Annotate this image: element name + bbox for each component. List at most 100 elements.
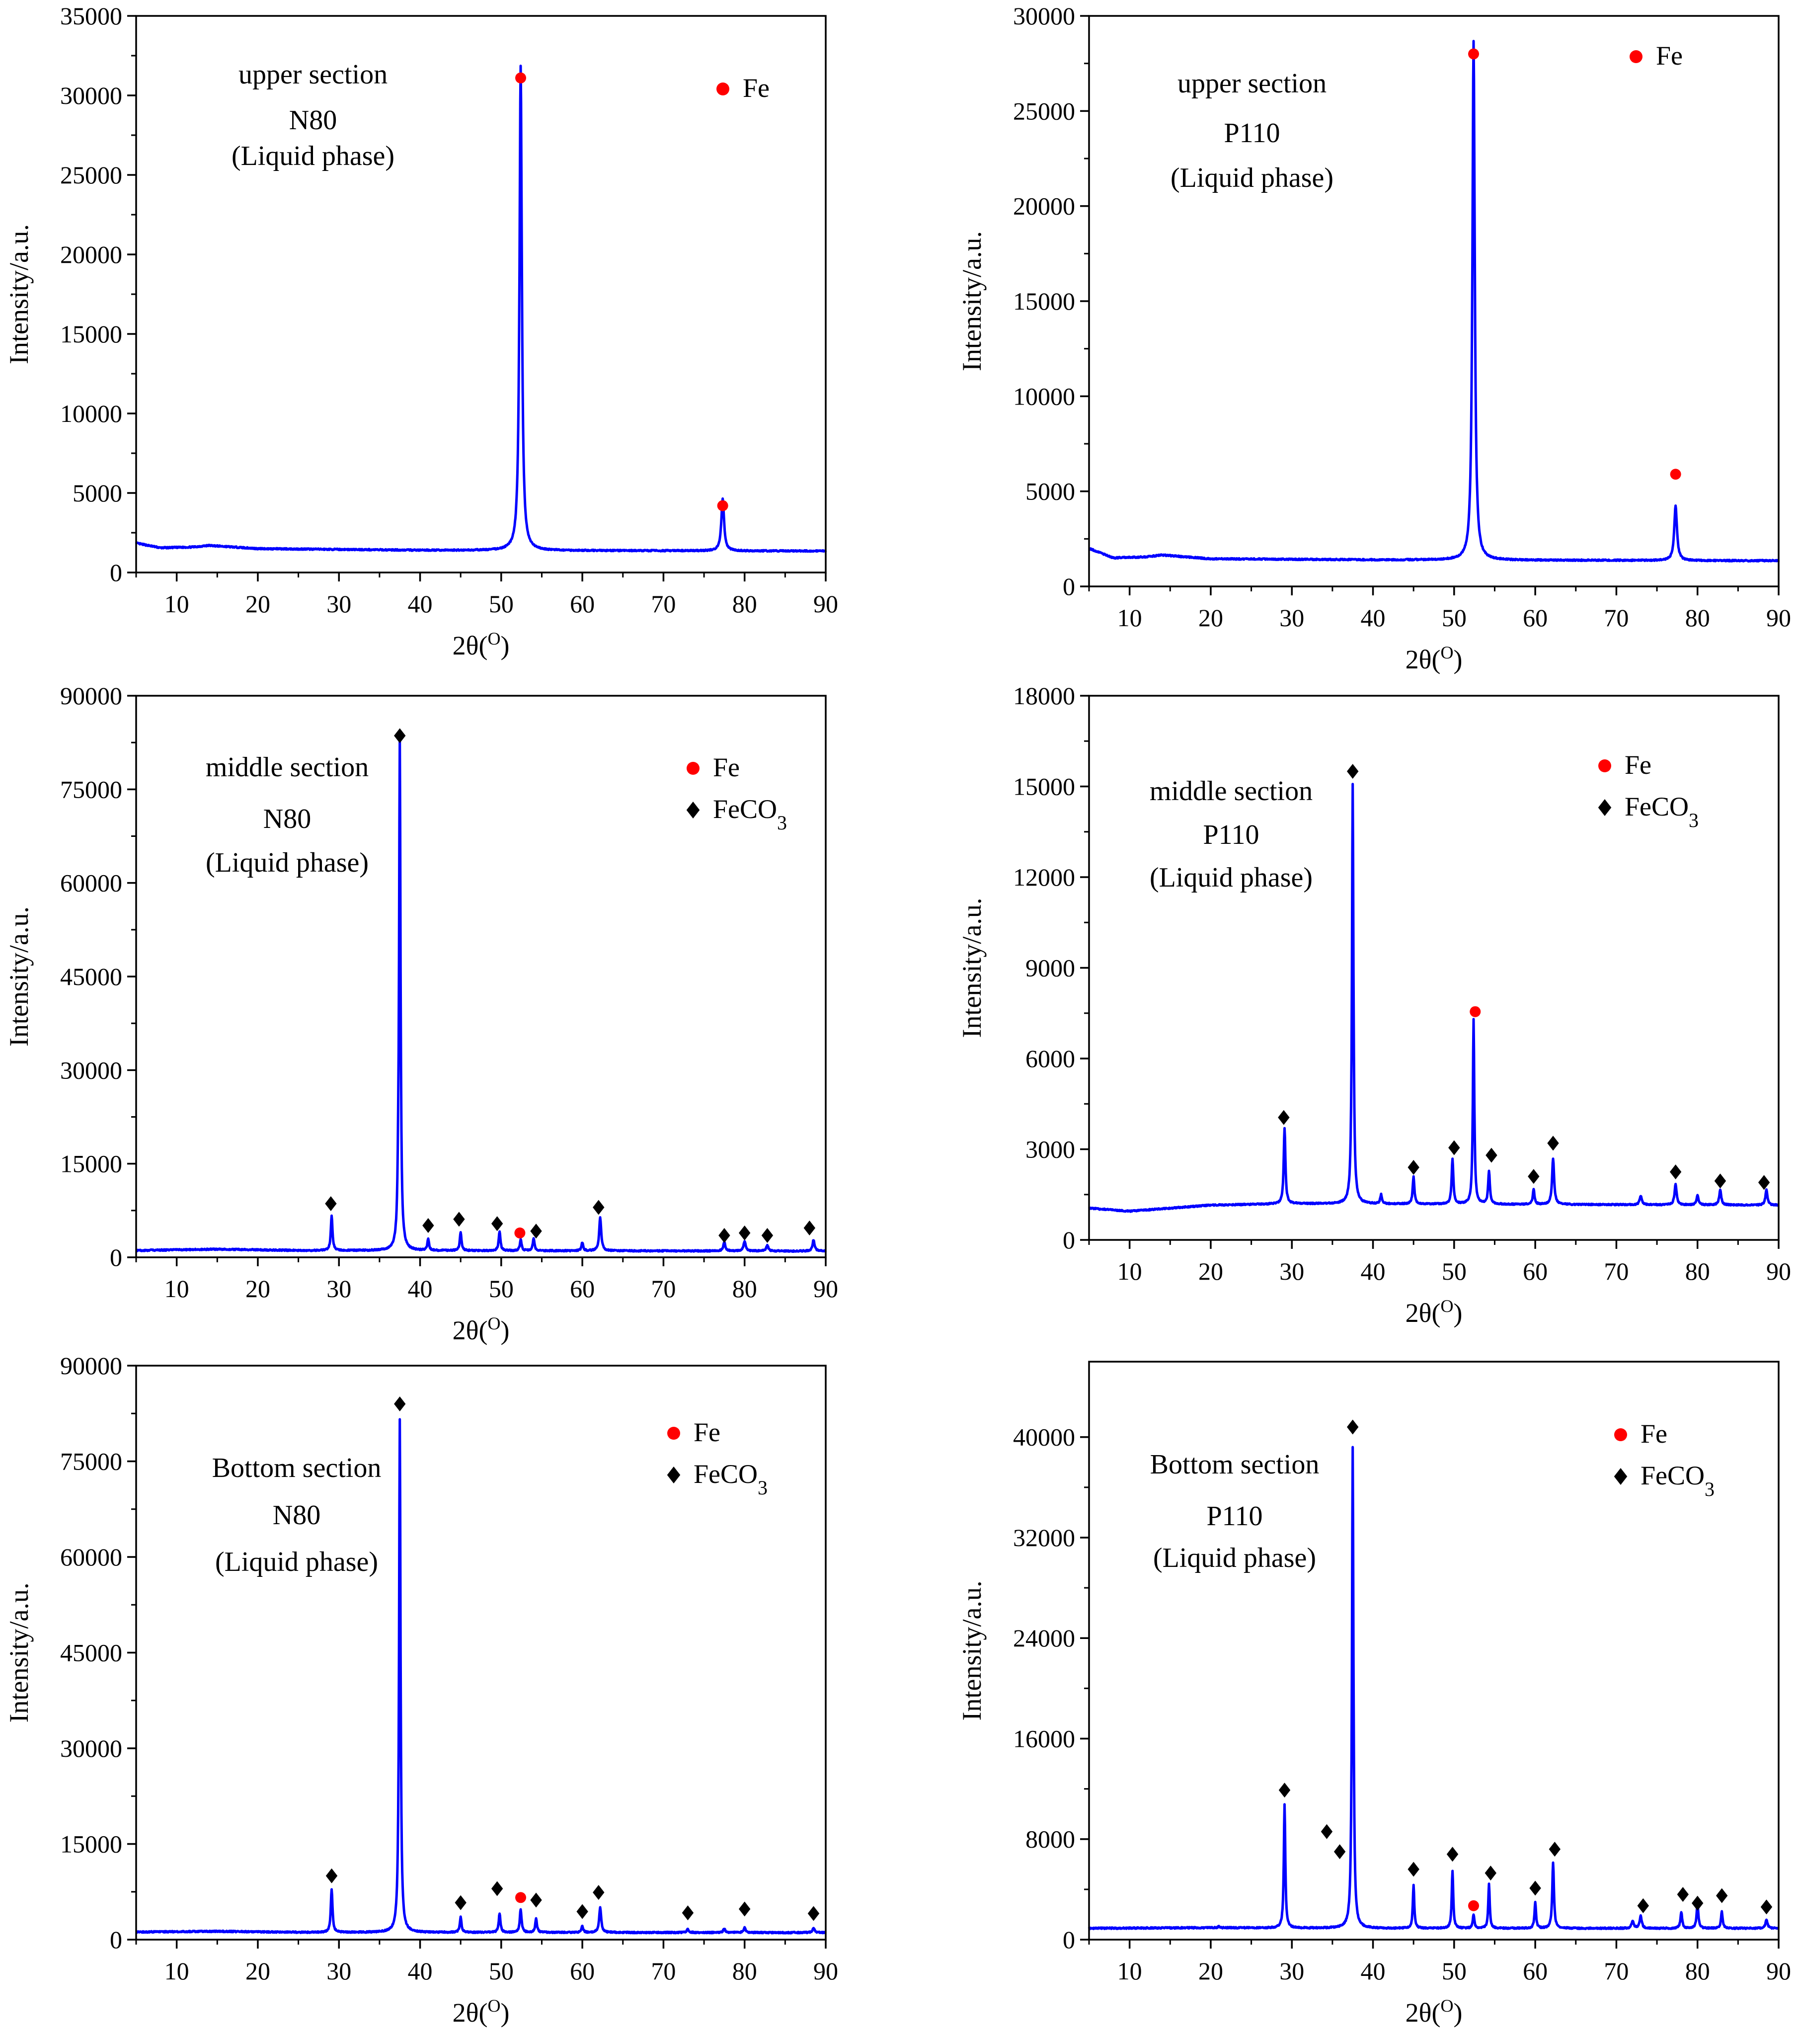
x-tick-label: 20 (1198, 1957, 1223, 1985)
y-tick-label: 30000 (60, 1056, 122, 1084)
x-tick-label: 30 (1279, 604, 1304, 632)
feco3-peak-marker (325, 1196, 337, 1212)
y-tick-label: 9000 (1025, 954, 1075, 982)
legend-label: FeCO3 (1641, 1461, 1715, 1500)
x-tick-label: 30 (326, 1957, 351, 1985)
annotation-text: N80 (289, 105, 337, 136)
annotation-text: N80 (263, 804, 311, 834)
fe-peak-marker (514, 1227, 526, 1239)
annotation-text: (Liquid phase) (232, 141, 394, 171)
y-tick-label: 60000 (60, 869, 122, 897)
x-tick-label: 60 (1523, 604, 1548, 632)
chart-panel-6: 10 20 30 40 50 60 70 80 90 0 8000 16000 24000 32000 40… (957, 1361, 1791, 2028)
legend-fe-dot (1614, 1428, 1627, 1441)
annotation-text: upper section (1177, 68, 1327, 99)
x-tick-label: 40 (408, 1957, 433, 1985)
fe-peak-marker (1670, 469, 1681, 480)
legend-feco3-diamond (686, 802, 700, 818)
x-tick-label: 30 (1279, 1957, 1304, 1985)
x-tick-label: 90 (1766, 1257, 1791, 1285)
feco3-peak-marker (1528, 1169, 1540, 1184)
x-tick-label: 60 (570, 1957, 595, 1985)
legend-label: Fe (713, 752, 740, 782)
x-tick-label: 60 (570, 590, 595, 618)
feco3-peak-marker (1669, 1164, 1682, 1180)
feco3-peak-marker (530, 1224, 542, 1239)
legend-fe-dot (1598, 759, 1611, 772)
y-tick-label: 20000 (1013, 192, 1075, 220)
y-tick-label: 0 (110, 1243, 122, 1271)
x-tick-label: 20 (1198, 1257, 1223, 1285)
x-tick-label: 70 (651, 1275, 676, 1303)
chart-panel-5: 10 20 30 40 50 60 70 80 90 0 15000 30000 45000 60000 7… (4, 1352, 838, 2028)
x-tick-label: 30 (1279, 1257, 1304, 1285)
feco3-peak-marker (1637, 1898, 1649, 1913)
feco3-peak-marker (739, 1226, 751, 1241)
annotation-text: middle section (1150, 776, 1313, 807)
x-tick-label: 40 (408, 590, 433, 618)
x-tick-label: 70 (1604, 1957, 1629, 1985)
y-tick-label: 90000 (60, 1352, 122, 1380)
annotation-text: (Liquid phase) (1171, 163, 1333, 193)
annotation-text: upper section (238, 59, 388, 90)
x-tick-label: 70 (1604, 604, 1629, 632)
annotation-text: Bottom section (212, 1453, 382, 1483)
x-axis-title: 2θ(O) (453, 629, 510, 660)
feco3-peak-marker (803, 1220, 816, 1235)
annotation-text: middle section (206, 752, 369, 783)
feco3-peak-marker (422, 1218, 434, 1233)
feco3-peak-marker (761, 1228, 774, 1243)
fe-peak-marker (1468, 1900, 1480, 1911)
feco3-peak-marker (593, 1885, 605, 1900)
feco3-peak-marker (1714, 1173, 1726, 1189)
y-tick-label: 0 (1063, 1226, 1075, 1254)
x-tick-label: 50 (489, 1275, 514, 1303)
fe-peak-marker (717, 500, 728, 511)
annotation-text: P110 (1203, 819, 1259, 850)
x-tick-label: 50 (489, 1957, 514, 1985)
feco3-peak-marker (1549, 1841, 1561, 1857)
x-tick-label: 80 (732, 1957, 757, 1985)
y-tick-label: 30000 (60, 82, 122, 109)
x-tick-label: 50 (1442, 1257, 1467, 1285)
x-tick-label: 90 (813, 590, 838, 618)
x-tick-label: 10 (164, 1957, 189, 1985)
y-tick-label: 12000 (1013, 863, 1075, 891)
x-axis-title: 2θ(O) (1406, 643, 1463, 674)
x-tick-label: 70 (1604, 1257, 1629, 1285)
x-tick-label: 90 (1766, 604, 1791, 632)
x-tick-label: 80 (732, 590, 757, 618)
legend-feco3-diamond (1614, 1468, 1628, 1485)
y-tick-label: 90000 (60, 682, 122, 710)
y-tick-label: 75000 (60, 1448, 122, 1475)
annotation-text: (Liquid phase) (1150, 862, 1313, 893)
y-tick-label: 10000 (1013, 382, 1075, 410)
feco3-peak-marker (576, 1904, 588, 1919)
xrd-trace-line (135, 65, 827, 553)
x-tick-label: 60 (570, 1275, 595, 1303)
legend-fe-dot (687, 762, 700, 775)
feco3-peak-marker (491, 1881, 503, 1896)
y-axis-title: Intensity/a.u. (4, 224, 34, 364)
x-axis-title: 2θ(O) (453, 1996, 510, 2028)
x-tick-label: 40 (1361, 1957, 1386, 1985)
y-tick-label: 30000 (60, 1734, 122, 1762)
x-tick-label: 10 (1117, 1957, 1142, 1985)
feco3-peak-marker (1448, 1140, 1460, 1155)
legend-label: Fe (1656, 41, 1683, 71)
legend-label: Fe (1641, 1419, 1667, 1449)
feco3-peak-marker (1529, 1880, 1541, 1896)
legend-label: Fe (1625, 750, 1651, 780)
feco3-peak-marker (1278, 1110, 1290, 1125)
annotation-text: Bottom section (1150, 1449, 1320, 1480)
y-axis-title: Intensity/a.u. (957, 898, 987, 1038)
x-tick-label: 70 (651, 1957, 676, 1985)
x-tick-label: 60 (1523, 1257, 1548, 1285)
feco3-peak-marker (394, 728, 406, 743)
x-tick-label: 50 (1442, 1957, 1467, 1985)
y-tick-label: 0 (1063, 572, 1075, 600)
feco3-peak-marker (1347, 764, 1359, 779)
xrd-trace-line (1088, 783, 1780, 1213)
xrd-trace-line (1088, 40, 1780, 563)
